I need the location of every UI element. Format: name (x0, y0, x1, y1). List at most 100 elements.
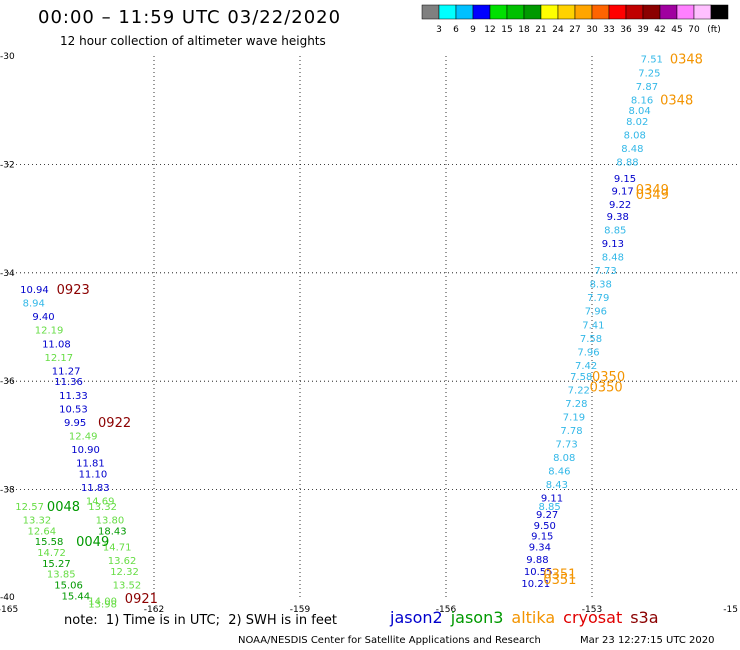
swh-data-label: 12.64 (27, 526, 56, 537)
grid (8, 56, 738, 598)
legend-item-jason3: jason3 (450, 608, 504, 627)
swh-data-label: 8.48 (602, 253, 624, 264)
swh-data-label: 7.28 (565, 399, 587, 410)
swh-data-label: 7.73 (556, 440, 578, 451)
swh-data-label: 9.22 (609, 200, 631, 211)
swh-data-label: 8.02 (626, 117, 648, 128)
colorbar-tick-label: 18 (518, 25, 530, 35)
time-label: 0348 (670, 53, 703, 68)
colorbar-tick-label: 12 (484, 25, 495, 35)
swh-data-label: 15.58 (35, 537, 64, 548)
y-tick-label: -30 (0, 52, 15, 62)
swh-data-label: 7.51 (641, 55, 663, 66)
time-label: 0349 (636, 188, 669, 203)
legend-item-s3a: s3a (630, 608, 659, 627)
swh-data-label: 12.17 (45, 353, 74, 364)
x-tick-label: -159 (290, 605, 311, 615)
time-label: 0923 (57, 283, 90, 298)
swh-data-label: 13.32 (23, 515, 52, 526)
swh-data-label: 15.44 (62, 591, 91, 602)
swh-data-label: 7.42 (575, 361, 597, 372)
colorbar-swatch (710, 4, 729, 20)
x-tick-label: -15 (723, 605, 738, 615)
swh-data-label: 12.32 (110, 567, 139, 578)
legend-item-jason2: jason2 (390, 608, 443, 627)
swh-data-label: 11.10 (79, 469, 108, 480)
swh-data-label: 11.27 (52, 366, 81, 377)
colorbar-tick-label: 70 (688, 25, 700, 35)
satellite-legend: jason2 jason3 altika cryosat s3a (390, 608, 667, 627)
swh-data-label: 8.43 (546, 480, 568, 491)
colorbar-tick-label: 3 (436, 25, 442, 35)
swh-data-label: 9.15 (614, 174, 636, 185)
swh-data-label: 7.58 (570, 372, 592, 383)
swh-data-label: 9.34 (529, 543, 551, 554)
legend-item-cryosat: cryosat (563, 608, 623, 627)
colorbar-tick-label: 30 (586, 25, 598, 35)
swh-data-label: 13.80 (96, 515, 125, 526)
swh-data-label: 8.08 (553, 453, 575, 464)
time-label: 0349 (636, 183, 669, 198)
swh-data-label: 11.33 (59, 391, 88, 402)
time-label: 0049 (76, 535, 109, 550)
colorbar-tick-label: 27 (569, 25, 580, 35)
footnote: note: 1) Time is in UTC; 2) SWH is in fe… (64, 613, 337, 628)
swh-data-label: 8.46 (548, 467, 570, 478)
credit-text: NOAA/NESDIS Center for Satellite Applica… (238, 635, 541, 646)
swh-data-label: 7.19 (563, 412, 585, 423)
swh-data-label: 7.79 (587, 293, 609, 304)
swh-data-label: 7.78 (560, 426, 582, 437)
swh-data-label: 14.00 (88, 597, 117, 608)
colorbar-tick-label: 39 (637, 25, 649, 35)
swh-data-label: 13.52 (113, 580, 142, 591)
colorbar-tick-label: 36 (620, 25, 632, 35)
swh-data-label: 14.72 (37, 548, 66, 559)
swh-data-label: 9.40 (32, 312, 54, 323)
swh-data-label: 15.27 (42, 559, 71, 570)
swh-data-label: 10.53 (59, 404, 88, 415)
timestamp: Mar 23 12:27:15 UTC 2020 (580, 635, 715, 646)
swh-data-label: 9.27 (536, 510, 558, 521)
time-label: 0350 (592, 370, 625, 385)
swh-data-label: 12.19 (35, 326, 64, 337)
x-tick-label: -156 (436, 605, 457, 615)
swh-data-label: 9.11 (541, 494, 563, 505)
colorbar-tick-label: 24 (552, 25, 564, 35)
swh-data-label: 9.38 (607, 212, 629, 223)
color-scale-bar: 3 6 9 12 15 18 21 24 27 30 33 36 39 42 45 70 (ft) (421, 4, 729, 35)
time-label: 0351 (543, 573, 576, 588)
swh-data-label: 12.49 (69, 431, 98, 442)
colorbar-tick-label: 42 (654, 25, 665, 35)
y-tick-label: -32 (0, 160, 15, 170)
swh-data-label: 15.06 (54, 580, 83, 591)
time-label: 0348 (660, 93, 693, 108)
swh-data-label: 11.08 (42, 339, 71, 350)
swh-data-label: 7.96 (577, 347, 599, 358)
swh-data-label: 7.87 (636, 82, 658, 93)
swh-data-label: 9.88 (526, 555, 548, 566)
page-subtitle: 12 hour collection of altimeter wave hei… (60, 34, 326, 48)
swh-data-label: 14.71 (103, 543, 132, 554)
time-label: 0048 (47, 500, 80, 515)
swh-data-label: 11.36 (54, 377, 83, 388)
swh-data-label: 13.98 (88, 599, 117, 610)
swh-data-label: 13.85 (47, 570, 76, 581)
swh-data-label: 13.62 (108, 556, 137, 567)
swh-data-label: 9.50 (534, 521, 556, 532)
time-label: 0921 (125, 592, 158, 607)
swh-data-label: 8.04 (629, 106, 651, 117)
swh-data-label: 10.94 (20, 285, 49, 296)
x-tick-label: -153 (582, 605, 602, 615)
swh-data-label: 7.22 (568, 385, 590, 396)
swh-data-label: 8.88 (616, 158, 638, 169)
swh-data-label: 8.16 (631, 95, 653, 106)
swh-data-label: 8.08 (624, 131, 646, 142)
legend-item-altika: altika (511, 608, 556, 627)
colorbar-tick-label: 15 (501, 25, 512, 35)
swh-data-label: 18.43 (98, 526, 127, 537)
colorbar-unit: (ft) (707, 25, 721, 35)
swh-data-label: 7.25 (638, 68, 660, 79)
swh-data-label: 14.69 (86, 496, 115, 507)
y-tick-label: -38 (0, 486, 15, 496)
